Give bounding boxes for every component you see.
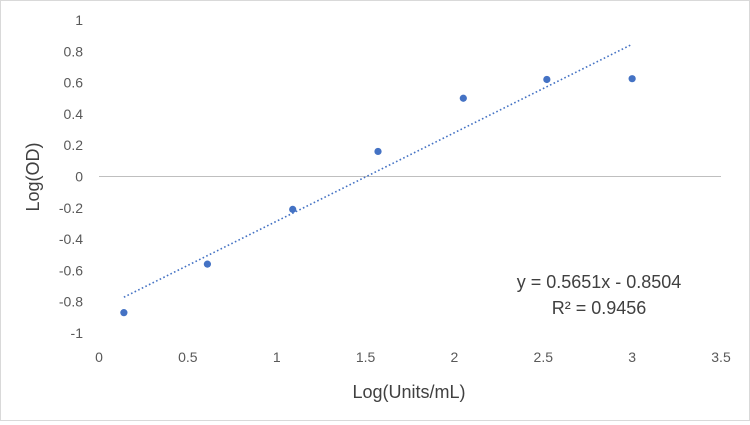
x-axis-title: Log(Units/mL) — [352, 382, 465, 402]
x-tick-label: 1 — [273, 349, 281, 365]
linear-trendline — [123, 43, 633, 298]
data-point — [543, 75, 551, 84]
data-point — [120, 309, 128, 317]
y-tick-label: 1 — [75, 12, 83, 28]
y-tick-label: 0.4 — [64, 106, 84, 122]
x-tick-label: 2 — [451, 349, 459, 365]
y-axis-title: Log(OD) — [23, 142, 43, 211]
r-squared-label: R² = 0.9456 — [552, 298, 647, 318]
trendline-equation: y = 0.5651x - 0.8504 — [517, 272, 682, 292]
data-points — [120, 75, 636, 317]
y-tick-label: -0.6 — [59, 262, 83, 278]
y-tick-label: -0.8 — [59, 294, 83, 310]
x-tick-label: 1.5 — [356, 349, 376, 365]
y-tick-label: -1 — [71, 325, 84, 341]
x-tick-labels: 0 0.5 1 1.5 2 2.5 3 3.5 — [95, 349, 731, 365]
x-tick-label: 2.5 — [534, 349, 554, 365]
y-tick-labels: -1 -0.8 -0.6 -0.4 -0.2 0 0.2 0.4 0.6 0.8 1 — [59, 12, 83, 341]
y-tick-label: 0.8 — [64, 43, 84, 59]
x-tick-label: 0.5 — [178, 349, 198, 365]
y-tick-label: -0.2 — [59, 200, 83, 216]
data-point — [289, 205, 297, 213]
y-tick-label: 0 — [75, 169, 83, 185]
y-tick-label: 0.2 — [64, 137, 84, 153]
y-tick-label: -0.4 — [59, 231, 83, 247]
x-tick-label: 3 — [628, 349, 636, 365]
y-tick-label: 0.6 — [64, 75, 84, 91]
data-point — [203, 260, 212, 268]
data-point — [628, 75, 636, 83]
data-point — [374, 147, 382, 156]
x-tick-label: 0 — [95, 349, 103, 365]
data-point — [459, 94, 467, 102]
x-tick-label: 3.5 — [711, 349, 731, 365]
